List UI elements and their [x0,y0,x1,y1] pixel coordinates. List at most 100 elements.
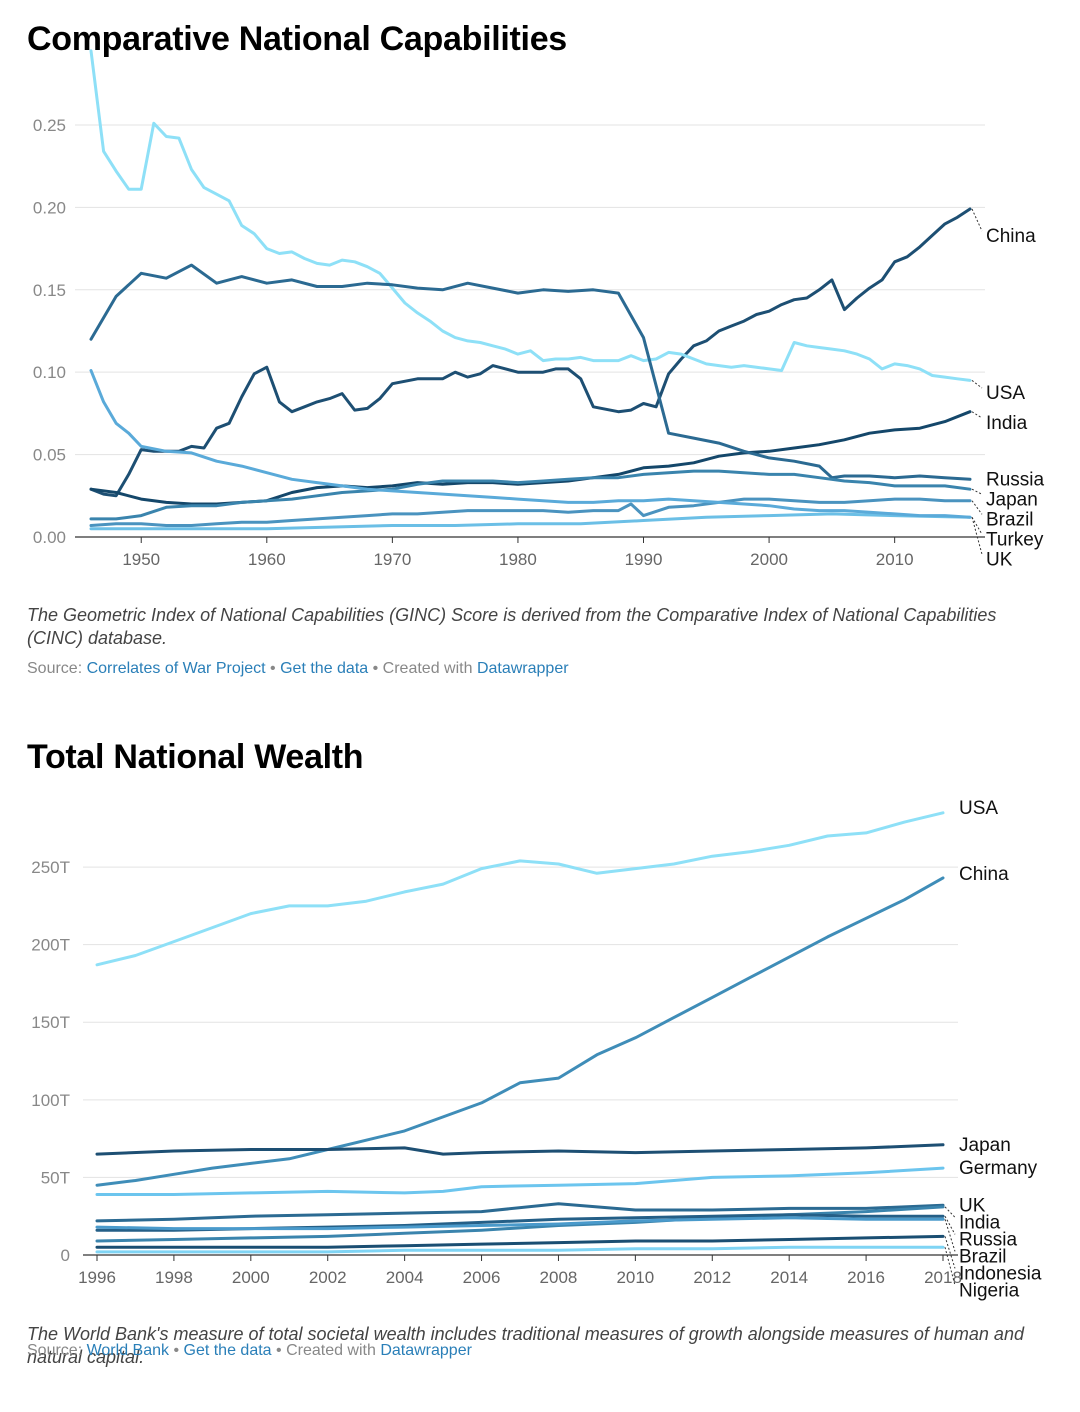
chart-block-capabilities: Comparative National Capabilities 0.00 0.… [0,0,1080,700]
datawrapper-link[interactable]: Datawrapper [380,1342,472,1359]
label-connector [971,488,983,495]
chart-title: Total National Wealth [27,738,364,776]
y-tick-label: 0.20 [33,198,66,217]
series-line-uk [89,369,972,519]
series-label-germany: Germany [959,1158,1038,1179]
get-data-link[interactable]: Get the data [183,1342,272,1359]
x-tick-label: 2000 [750,550,788,569]
x-tick-label: 1980 [499,550,537,569]
series-label-japan: Japan [959,1135,1011,1156]
series-label-brazil: Brazil [986,509,1034,530]
y-tick-label: 150T [31,1013,70,1032]
series-line-germany [95,1166,945,1196]
series-line-japan [95,1143,945,1156]
chart-block-wealth: Total National Wealth 0 50T 100T 150T 200T 25… [0,700,1080,1412]
y-tick-label: 0 [61,1246,70,1265]
series-line-uk [95,1202,945,1223]
label-connector [944,1236,956,1269]
label-connector [944,1247,956,1286]
chart-notes: The Geometric Index of National Capabili… [27,605,997,648]
label-connector [971,500,983,515]
chart-title: Comparative National Capabilities [27,20,567,58]
series-label-china: China [959,864,1009,885]
y-tick-label: 200T [31,936,70,955]
series-line-china [95,876,945,1187]
x-tick-label: 1996 [78,1268,116,1287]
x-tick-label: 2010 [616,1268,654,1287]
label-connector [971,516,983,535]
series-label-russia: Russia [986,469,1045,490]
separator-dot: • [271,1342,287,1359]
x-tick-label: 2010 [876,550,914,569]
series-label-china: China [986,226,1036,247]
separator-dot: • [368,660,383,677]
y-tick-label: 0.25 [33,116,66,135]
series-label-nigeria: Nigeria [959,1280,1020,1301]
label-connector [944,1219,956,1252]
source-link[interactable]: Correlates of War Project [86,660,266,677]
x-tick-label: 1950 [122,550,160,569]
series-line-turkey [89,512,972,531]
separator-dot: • [169,1342,184,1359]
series-label-usa: USA [959,798,998,819]
source-line: Source: Correlates of War Project • Get … [27,660,569,678]
series-line-nigeria [95,1245,945,1254]
series-label-brazil: Brazil [959,1246,1007,1267]
x-tick-label: 1970 [373,550,411,569]
series-label-russia: Russia [959,1229,1018,1250]
series-label-india: India [986,413,1028,434]
y-tick-label: 50T [41,1168,70,1187]
source-prefix: Source: [27,660,87,677]
x-tick-label: 1998 [155,1268,193,1287]
x-tick-label: 1960 [248,550,286,569]
series-line-russia [89,263,972,481]
series-label-uk: UK [986,549,1013,570]
series-line-china [89,207,972,498]
x-tick-label: 2012 [693,1268,731,1287]
created-with-text: Created with [286,1342,381,1359]
separator-dot: • [265,660,281,677]
datawrapper-link[interactable]: Datawrapper [476,660,569,677]
x-tick-label: 2014 [770,1268,808,1287]
series-label-japan: Japan [986,489,1038,510]
x-tick-label: 2008 [540,1268,578,1287]
series-label-turkey: Turkey [986,529,1044,550]
x-tick-label: 2018 [924,1268,962,1287]
x-tick-label: 2004 [386,1268,424,1287]
chart-notes: The World Bank's measure of total societ… [27,1324,1024,1367]
source-line-wealth: Source: World Bank • Get the data • Crea… [27,1342,472,1360]
series-line-brazil [95,1216,945,1231]
y-tick-label: 0.10 [33,363,66,382]
series-line-brazil [89,497,972,527]
series-line-usa [89,49,972,382]
series-label-india: India [959,1212,1001,1233]
y-tick-label: 100T [31,1091,70,1110]
source-prefix: Source: [27,1342,87,1359]
series-label-usa: USA [986,383,1025,404]
label-connector [944,1206,956,1218]
x-tick-label: 2016 [847,1268,885,1287]
series-line-indonesia [95,1234,945,1249]
label-connector [971,380,983,389]
x-tick-label: 2000 [232,1268,270,1287]
label-connector [971,517,983,555]
label-connector [971,208,983,232]
series-label-indonesia: Indonesia [959,1263,1042,1284]
label-connector [944,1215,956,1235]
label-connector [971,411,983,419]
line-chart-wealth: 0 50T 100T 150T 200T 250T 1996 1998 2000 2002 2004… [31,798,1042,1301]
x-tick-label: 2002 [309,1268,347,1287]
source-link[interactable]: World Bank [86,1342,169,1359]
line-chart-capabilities: 0.00 0.05 0.10 0.15 0.20 0.25 1950 1960 1970 1980… [33,49,1045,570]
series-line-usa [95,811,945,967]
series-line-japan [89,469,972,521]
created-with-text: Created with [382,660,477,677]
get-data-link[interactable]: Get the data [280,660,369,677]
x-tick-label: 2006 [463,1268,501,1287]
y-tick-label: 250T [31,858,70,877]
series-label-uk: UK [959,1195,986,1216]
y-tick-label: 0.05 [33,446,66,465]
y-tick-label: 0.15 [33,281,66,300]
x-tick-label: 1990 [625,550,663,569]
y-tick-label: 0.00 [33,528,66,547]
